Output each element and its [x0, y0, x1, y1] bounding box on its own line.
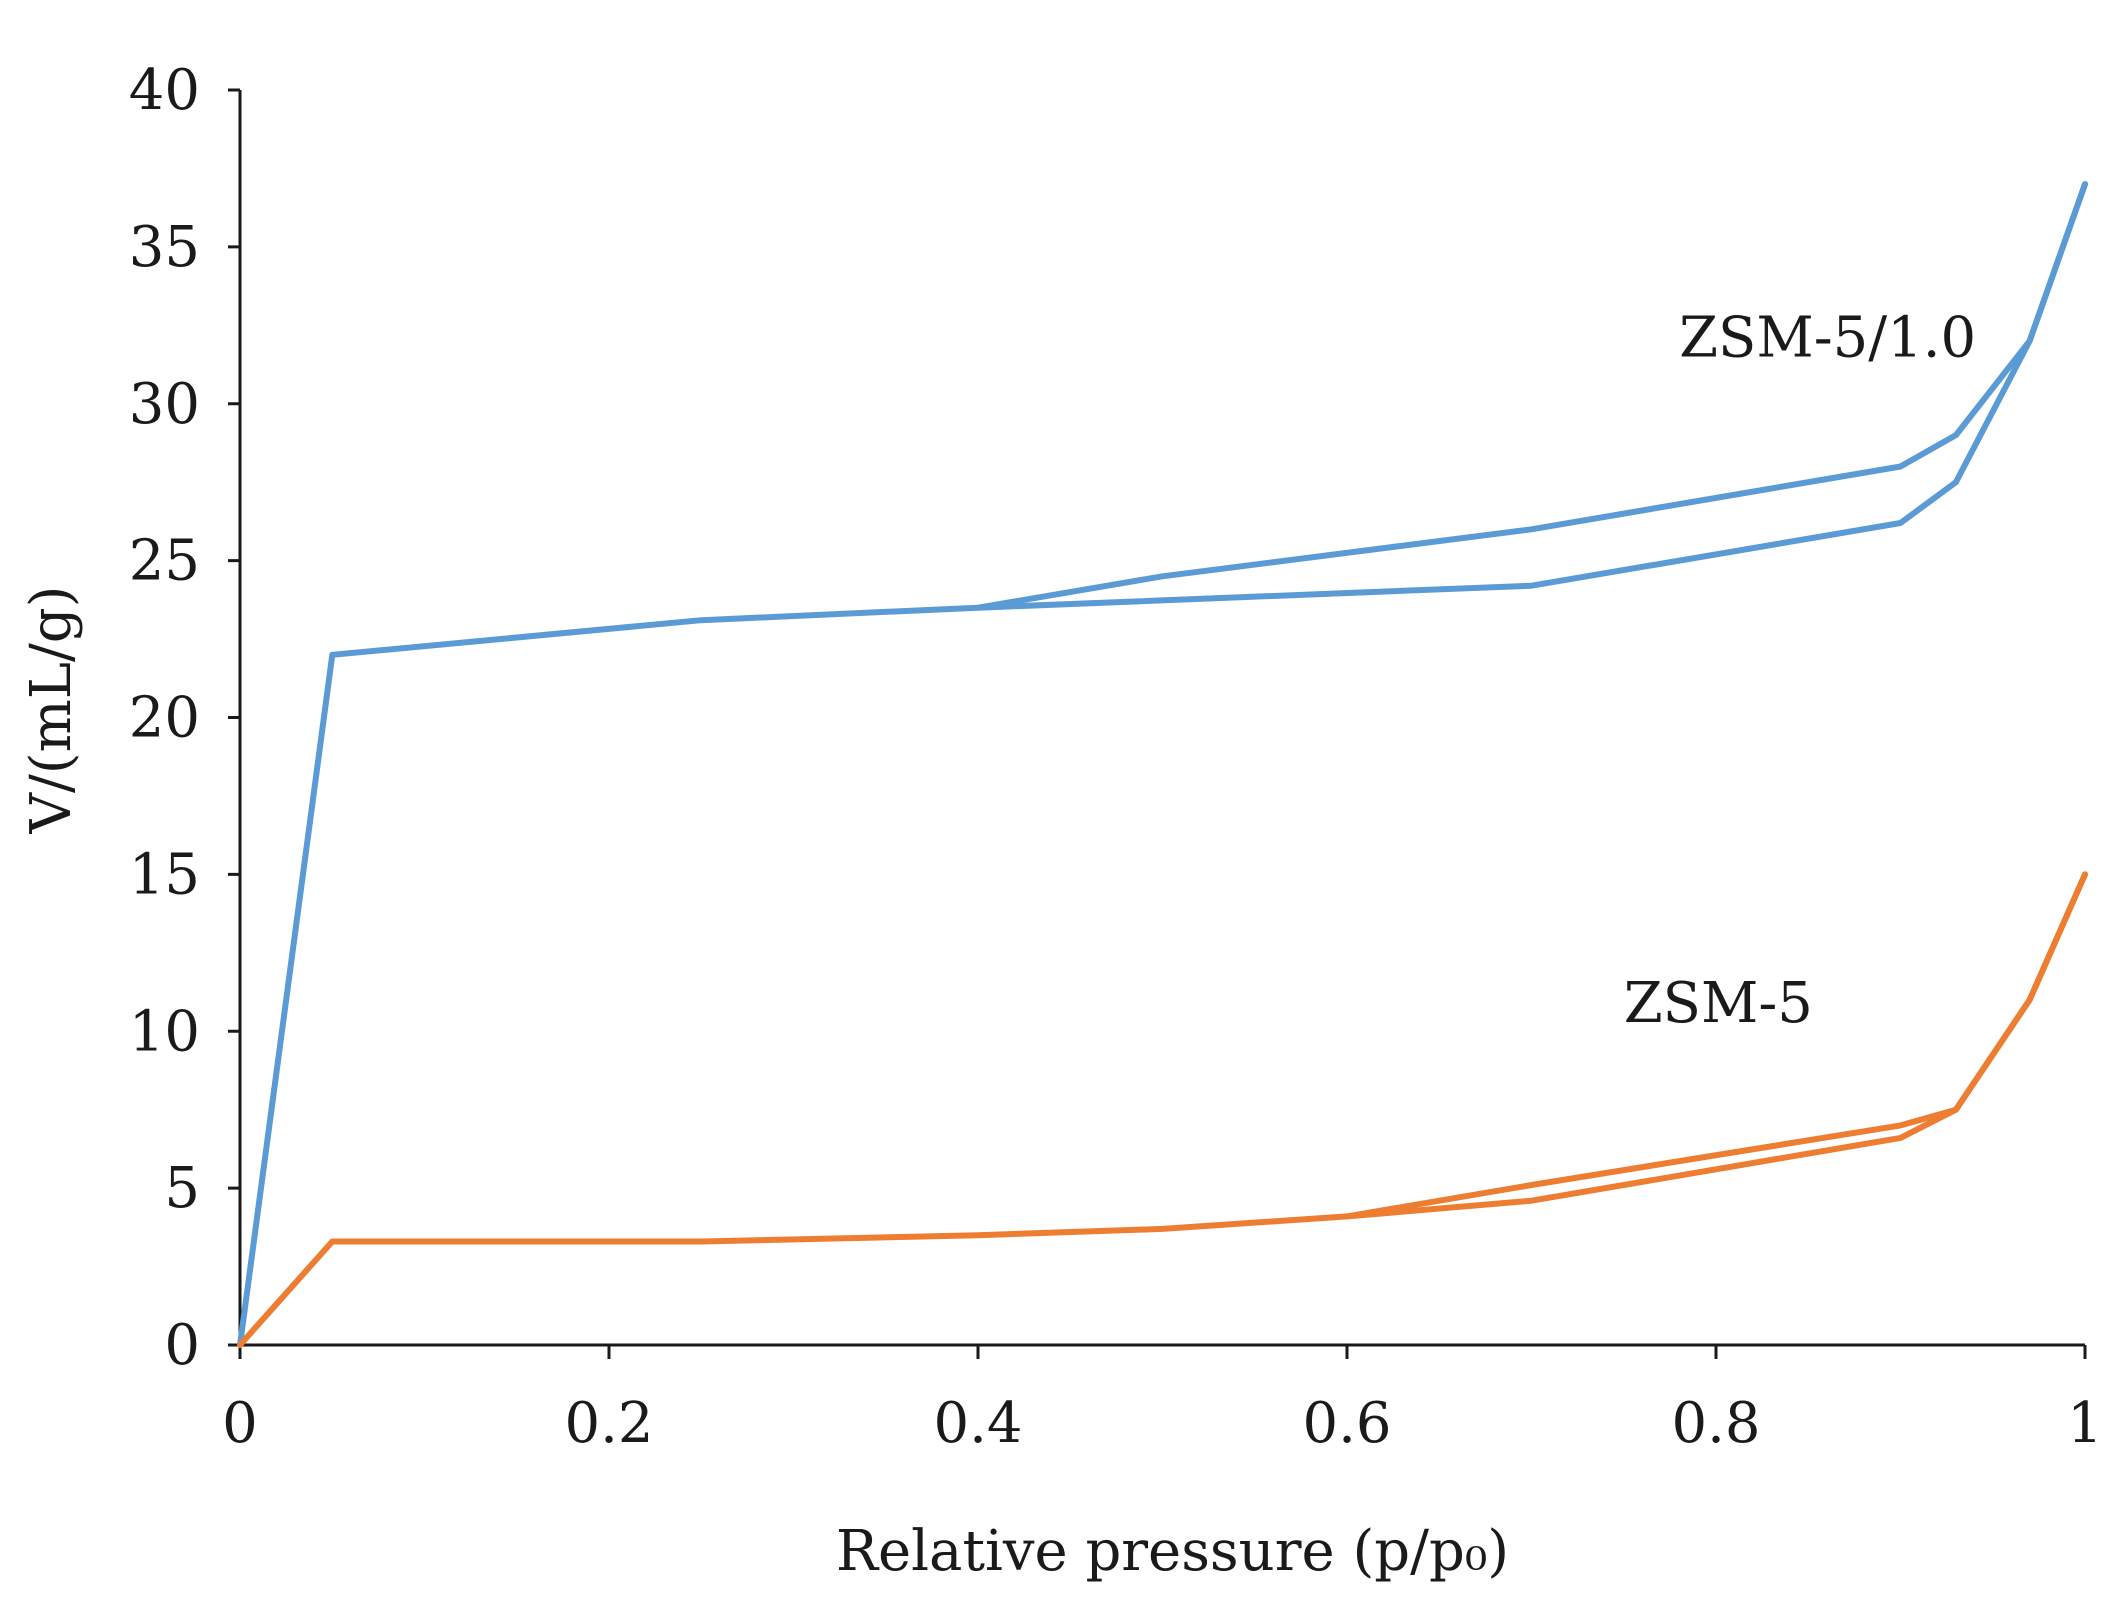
y-axis-title: V/(mL/g)	[19, 585, 84, 834]
series-zsm-5-adsorption-line	[237, 871, 2088, 1348]
x-tick-label: 0.6	[1302, 1391, 1391, 1456]
y-tick-label: 30	[129, 372, 200, 437]
series-zsm-5-desorption-line	[1344, 871, 2088, 1220]
y-tick-label: 35	[129, 215, 200, 280]
x-tick-label: 0.2	[564, 1391, 653, 1456]
y-tick-label: 25	[129, 529, 200, 594]
x-tick-label: 0.4	[933, 1391, 1022, 1456]
axes: 0 5 10 15 20 25 30 35 40 0 0.2 0.4 0.6 0.8 1	[129, 58, 2103, 1456]
annotations: ZSM-5/1.0 ZSM-5	[1624, 306, 1976, 1036]
series-zsm-5-1-0-desorption-line	[975, 181, 2088, 611]
y-tick-label: 15	[129, 842, 200, 907]
x-axis-title: Relative pressure (p/p₀)	[836, 1519, 1509, 1584]
series-group	[237, 181, 2088, 1348]
y-tick-label: 40	[129, 58, 200, 123]
x-tick-label: 1	[2067, 1391, 2103, 1456]
series-label: ZSM-5/1.0	[1679, 306, 1976, 371]
x-tick-label: 0	[222, 1391, 258, 1456]
y-tick-label: 10	[129, 999, 200, 1064]
series-zsm-5-1-0-adsorption-line	[237, 181, 2088, 1348]
y-tick-label: 20	[129, 686, 200, 751]
series-label: ZSM-5	[1624, 971, 1813, 1036]
y-tick-label: 0	[164, 1313, 200, 1378]
x-tick-label: 0.8	[1671, 1391, 1760, 1456]
y-tick-label: 5	[164, 1156, 200, 1221]
